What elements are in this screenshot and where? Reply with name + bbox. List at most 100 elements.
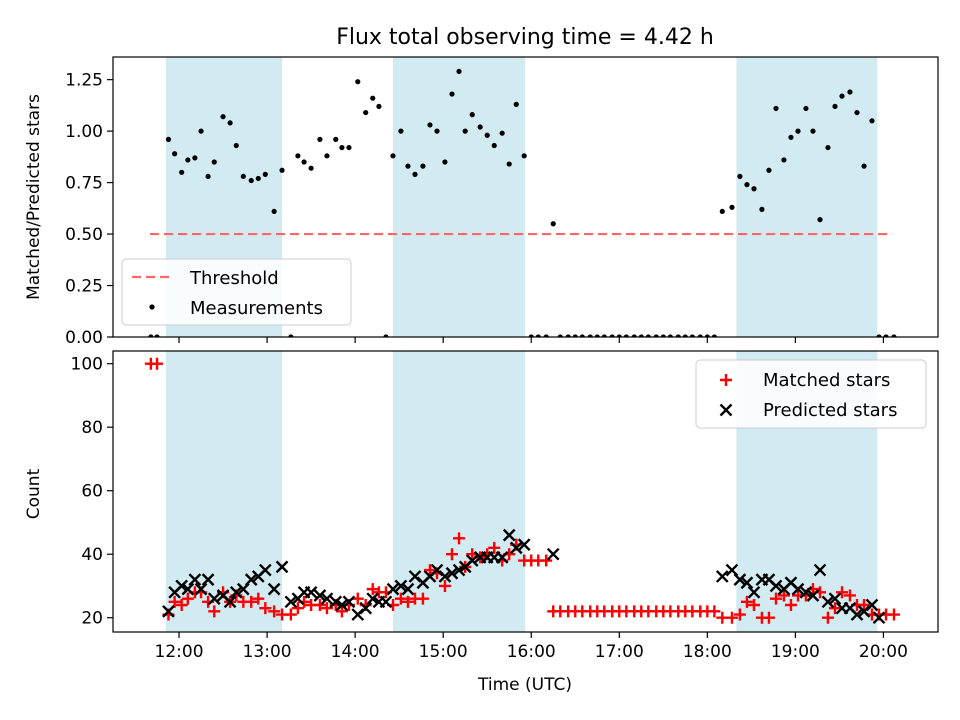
top-panel-plot: 0.00 0.25 0.50 0.75 1.00 1.25	[65, 56, 939, 348]
measurement-point	[427, 122, 433, 128]
measurement-point	[442, 159, 448, 165]
predicted-stars-point	[715, 570, 729, 583]
measurement-point	[587, 334, 593, 337]
predicted-stars-point	[799, 585, 813, 599]
measurement-point	[861, 163, 867, 169]
predicted-stars-point	[465, 554, 479, 567]
measurement-point	[185, 157, 191, 163]
predicted-stars-point	[335, 598, 349, 612]
measurement-point	[211, 159, 217, 165]
matched-stars-point	[245, 595, 258, 608]
matched-stars-point	[320, 602, 333, 615]
measurement-point	[288, 334, 294, 337]
measurement-point	[449, 91, 455, 97]
x-tick-label: 14:00	[331, 642, 380, 662]
predicted-stars-point	[284, 595, 298, 609]
y-tick-label: 40	[81, 545, 103, 565]
y-tick-label: 20	[81, 609, 103, 629]
matched-stars-point	[151, 357, 164, 370]
measurement-point	[376, 103, 382, 110]
measurement-point	[154, 334, 160, 337]
predicted-stars-point	[401, 582, 415, 596]
predicted-stars-point	[223, 595, 237, 609]
measurement-point	[484, 132, 490, 138]
measurement-point	[839, 93, 845, 99]
measurement-point	[513, 101, 519, 107]
matched-stars-point	[887, 608, 900, 621]
matched-stars-point	[828, 602, 841, 615]
legend-matched-swatch	[720, 374, 732, 386]
measurement-point	[412, 171, 418, 177]
measurement-point	[521, 153, 527, 159]
measurement-point	[499, 130, 505, 136]
measurement-point	[491, 142, 497, 149]
measurement-point	[434, 128, 440, 134]
measurement-point	[876, 334, 882, 337]
predicted-stars-point	[747, 585, 761, 599]
legend-box	[121, 258, 352, 326]
predicted-stars-point	[502, 528, 516, 542]
measurement-point	[279, 167, 285, 173]
measurement-point	[198, 128, 204, 134]
legend-predicted-label: Predicted stars	[763, 400, 897, 421]
measurement-point	[759, 206, 765, 212]
predicted-stars-point	[229, 585, 243, 599]
bottom-panel-legend: Matched stars Predicted stars	[695, 359, 927, 429]
predicted-stars-point	[194, 582, 208, 596]
measurement-point	[363, 109, 369, 116]
measurement-point	[729, 204, 735, 210]
measurement-point	[295, 153, 301, 159]
measurement-point	[631, 334, 637, 337]
matched-stars-point	[858, 599, 871, 612]
matched-stars-point	[291, 602, 304, 615]
predicted-stars-point	[162, 605, 175, 618]
matched-stars-point	[366, 583, 379, 596]
matched-stars-point	[401, 595, 414, 608]
measurement-point	[148, 334, 154, 337]
predicted-stars-point	[769, 579, 783, 593]
x-tick-label: 18:00	[683, 642, 732, 662]
y-tick-label: 80	[81, 418, 103, 438]
predicted-stars-point	[740, 576, 754, 590]
predicted-stars-point	[495, 551, 509, 564]
predicted-stars-point	[320, 592, 334, 606]
matched-stars-point	[268, 605, 281, 618]
measurement-point	[697, 334, 703, 337]
measurement-point	[324, 153, 330, 159]
measurement-point	[255, 175, 261, 182]
measurement-point	[308, 165, 314, 171]
measurement-point	[825, 144, 831, 151]
matched-stars-point	[740, 595, 753, 608]
measurement-point	[616, 334, 622, 337]
predicted-stars-point	[175, 579, 189, 593]
matched-stars-point	[416, 592, 429, 605]
measurement-point	[227, 120, 233, 126]
measurement-point	[192, 155, 198, 161]
measurement-point	[572, 334, 578, 337]
data-layer	[148, 57, 897, 337]
measurement-point	[660, 334, 666, 337]
matched-stars-point	[769, 592, 782, 605]
predicted-stars-point	[244, 573, 258, 586]
predicted-stars-point	[379, 595, 393, 609]
measurement-point	[240, 173, 246, 180]
matched-stars-point	[259, 602, 272, 615]
measurement-point	[653, 334, 659, 337]
measurement-point	[355, 79, 361, 85]
measurement-point	[711, 334, 717, 337]
measurement-point	[704, 334, 710, 337]
x-tick-label: 20:00	[859, 642, 908, 662]
predicted-stars-point	[438, 570, 452, 583]
measurement-point	[233, 142, 239, 149]
measurement-point	[638, 334, 644, 337]
matched-stars-point	[423, 564, 436, 577]
measurement-point	[645, 334, 651, 337]
measurement-point	[594, 334, 600, 337]
legend-threshold-label: Threshold	[189, 268, 279, 289]
matched-stars-point	[540, 554, 553, 567]
y-tick-label: 100	[71, 355, 103, 375]
legend-measurements-swatch	[149, 304, 155, 310]
predicted-stars-point	[452, 563, 466, 577]
matched-stars-point	[335, 605, 348, 618]
